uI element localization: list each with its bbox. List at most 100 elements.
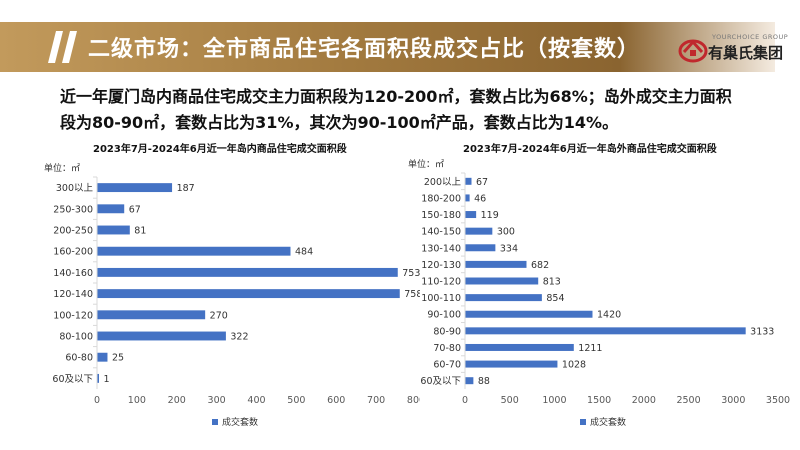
category-label: 60及以下: [420, 376, 461, 387]
x-tick-label: 100: [128, 395, 146, 406]
x-tick-label: 400: [247, 395, 265, 406]
category-label: 120-130: [421, 260, 461, 271]
data-label: 187: [177, 183, 195, 194]
slash-decoration-icon: [48, 31, 77, 63]
logo-mark-icon: [678, 39, 708, 63]
legend-swatch: [580, 419, 586, 425]
bar-outside-130-140: [465, 244, 496, 252]
data-label: 854: [546, 293, 564, 304]
bar-island-100-120: [97, 310, 206, 320]
category-label: 60-80: [65, 353, 93, 364]
unit-label: 单位：㎡: [408, 158, 444, 170]
page-title: 二级市场：全市商品住宅各面积段成交占比（按套数）: [88, 37, 641, 62]
x-tick-label: 3000: [721, 395, 745, 406]
header-gold-bar: [0, 22, 775, 72]
category-label: 200以上: [424, 177, 462, 188]
unit-label: 单位：㎡: [44, 162, 80, 174]
legend-label: 成交套数: [222, 416, 258, 428]
data-label: 1420: [597, 310, 621, 321]
x-tick-label: 500: [501, 395, 519, 406]
x-tick-label: 0: [94, 395, 100, 406]
x-tick-label: 600: [327, 395, 345, 406]
data-label: 25: [112, 353, 124, 364]
bar-island-120-140: [97, 289, 400, 299]
data-label: 88: [478, 376, 490, 387]
bar-outside-70-80: [465, 343, 574, 351]
bar-island-200-250: [97, 225, 130, 235]
header-banner: 二级市场：全市商品住宅各面积段成交占比（按套数） YOURCHOICE GROU…: [0, 22, 800, 78]
data-label: 46: [474, 193, 486, 204]
summary-line-1: 近一年厦门岛内商品住宅成交主力面积段为120-200㎡，套数占比为68%；岛外成…: [60, 87, 732, 106]
category-label: 140-160: [53, 268, 93, 279]
data-label: 270: [210, 310, 228, 321]
category-label: 300以上: [56, 183, 94, 194]
data-label: 334: [500, 243, 518, 254]
category-label: 80-90: [433, 326, 461, 337]
summary-line-2: 段为80-90㎡，套数占比为31%，其次为90-100㎡产品，套数占比为14%。: [60, 113, 619, 132]
category-label: 130-140: [421, 243, 461, 254]
category-label: 140-150: [421, 227, 461, 238]
summary-text: 近一年厦门岛内商品住宅成交主力面积段为120-200㎡，套数占比为68%；岛外成…: [60, 84, 780, 136]
bar-island-300以上: [97, 183, 173, 193]
bar-island-250-300: [97, 204, 125, 214]
data-label: 1028: [562, 360, 586, 371]
data-label: 758: [404, 289, 420, 300]
bar-outside-80-90: [465, 327, 746, 335]
company-logo: YOURCHOICE GROUP 有巢氏集团: [676, 32, 794, 66]
chart-title-island: 2023年7月-2024年6月近一年岛内商品住宅成交面积段: [93, 144, 347, 155]
category-label: 150-180: [421, 210, 461, 221]
data-label: 484: [295, 247, 313, 258]
bar-outside-90-100: [465, 310, 593, 318]
bar-island-160-200: [97, 246, 291, 256]
category-label: 90-100: [427, 310, 461, 321]
category-label: 120-140: [53, 289, 93, 300]
bar-outside-100-110: [465, 294, 542, 302]
bar-island-60-80: [97, 352, 108, 362]
x-tick-label: 3500: [766, 395, 790, 406]
data-label: 753: [402, 268, 420, 279]
x-tick-label: 500: [287, 395, 305, 406]
bar-island-80-100: [97, 331, 226, 341]
bar-outside-180-200: [465, 194, 470, 202]
x-tick-label: 800: [407, 395, 420, 406]
bar-island-60及以下: [97, 373, 99, 383]
logo-english-text: YOURCHOICE GROUP: [712, 33, 789, 41]
x-tick-label: 300: [208, 395, 226, 406]
bar-island-140-160: [97, 267, 398, 277]
category-label: 250-300: [53, 204, 93, 215]
data-label: 67: [129, 204, 141, 215]
x-tick-label: 0: [462, 395, 468, 406]
bar-chart-island: 单位：㎡ 300以上 187 250-300 67 200-250 81 160-200 484…: [44, 162, 420, 428]
bar-outside-150-180: [465, 211, 477, 219]
category-label: 80-100: [59, 332, 93, 343]
category-label: 70-80: [433, 343, 461, 354]
data-label: 1: [104, 374, 110, 385]
bar-outside-120-130: [465, 260, 527, 268]
category-label: 100-120: [53, 310, 93, 321]
data-label: 322: [230, 332, 248, 343]
category-label: 110-120: [421, 277, 461, 288]
chart-title-outside: 2023年7月-2024年6月近一年岛外商品住宅成交面积段: [463, 144, 717, 155]
x-tick-label: 1500: [587, 395, 611, 406]
data-label: 813: [543, 277, 561, 288]
data-label: 81: [134, 226, 146, 237]
category-label: 100-110: [421, 293, 461, 304]
category-label: 200-250: [53, 226, 93, 237]
bar-outside-140-150: [465, 227, 493, 235]
category-label: 60-70: [433, 360, 461, 371]
bar-outside-110-120: [465, 277, 539, 285]
data-label: 300: [497, 227, 515, 238]
category-label: 180-200: [421, 193, 461, 204]
data-label: 67: [476, 177, 488, 188]
x-tick-label: 2500: [676, 395, 700, 406]
x-tick-label: 2000: [632, 395, 656, 406]
bar-outside-60-70: [465, 360, 558, 368]
bar-outside-60及以下: [465, 377, 474, 385]
legend-swatch: [212, 419, 218, 425]
data-label: 119: [481, 210, 499, 221]
bar-chart-outside: 单位：㎡ 200以上 67 180-200 46 150-180 119 140-150 300…: [408, 158, 790, 428]
category-label: 160-200: [53, 247, 93, 258]
x-tick-label: 1000: [542, 395, 566, 406]
bar-outside-200以上: [465, 177, 472, 185]
category-label: 60及以下: [52, 374, 93, 385]
